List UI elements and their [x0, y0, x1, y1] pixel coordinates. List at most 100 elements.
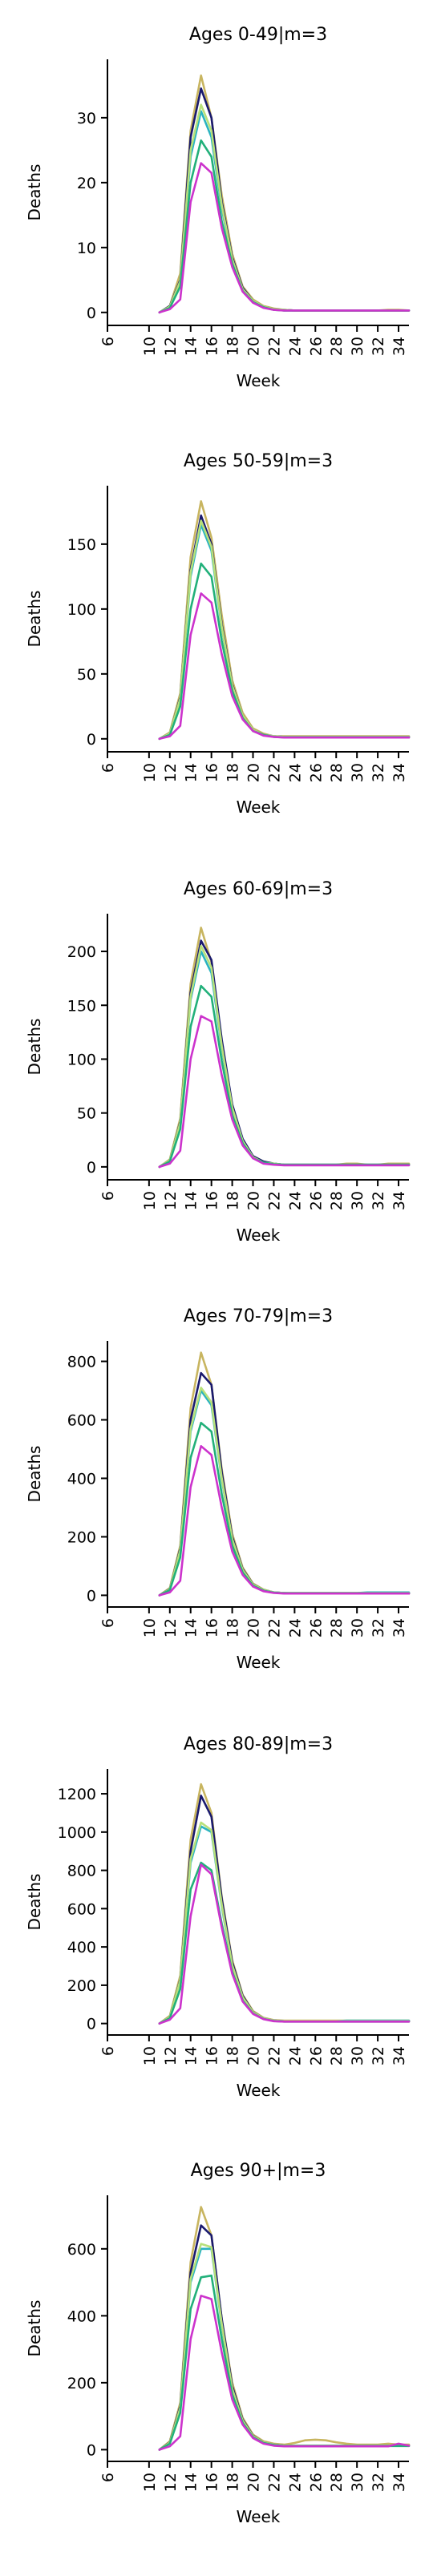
series-line-6	[158, 1445, 411, 1597]
y-tick-label: 150	[67, 997, 96, 1015]
x-tick-label: 34	[391, 1618, 408, 1637]
x-tick-label: 6	[99, 763, 117, 773]
series-line-5	[158, 562, 411, 741]
x-tick-label: 16	[204, 2046, 221, 2065]
x-tick-label: 10	[141, 2046, 159, 2065]
y-tick-label: 0	[87, 305, 96, 322]
series-line-3	[158, 950, 411, 1169]
x-tick-label: 10	[141, 763, 159, 782]
y-tick-label: 100	[67, 1051, 96, 1068]
y-tick-label: 1200	[58, 1786, 96, 1803]
y-tick-label: 1000	[58, 1824, 96, 1842]
x-tick-label: 30	[349, 2473, 366, 2492]
y-tick-label: 0	[87, 1587, 96, 1605]
x-tick-label: 26	[307, 2473, 325, 2492]
x-axis-label: Week	[237, 371, 281, 390]
chart-title: Ages 50-59|m=3	[184, 451, 333, 471]
x-tick-label: 6	[99, 1191, 117, 1201]
x-tick-label: 16	[204, 2473, 221, 2492]
x-tick-label: 32	[370, 1618, 387, 1637]
x-tick-label: 26	[307, 337, 325, 356]
x-tick-label: 18	[225, 1191, 242, 1210]
x-tick-label: 20	[245, 2473, 263, 2492]
x-tick-label: 34	[391, 2473, 408, 2492]
x-tick-label: 14	[183, 2473, 200, 2492]
y-tick-label: 50	[77, 666, 96, 684]
y-axis-label: Deaths	[25, 1446, 44, 1503]
x-tick-label: 12	[162, 1618, 180, 1637]
x-tick-label: 24	[286, 2046, 304, 2065]
x-tick-label: 28	[328, 1618, 346, 1637]
x-tick-label: 20	[245, 1618, 263, 1637]
x-tick-label: 30	[349, 1191, 366, 1210]
x-tick-label: 24	[286, 1191, 304, 1210]
series-line-3	[158, 2247, 411, 2451]
series-line-2	[158, 1795, 411, 2025]
series-line-5	[158, 2274, 411, 2451]
chart-panel-4: Ages 70-79|m=3 0 200 400 600 800 6 10 12 14 16 18 20…	[25, 1306, 411, 1672]
x-axis-label: Week	[237, 1653, 281, 1672]
y-tick-label: 50	[77, 1105, 96, 1123]
chart-title: Ages 0-49|m=3	[189, 25, 327, 45]
y-tick-label: 600	[67, 2241, 96, 2259]
chart-panel-2: Ages 50-59|m=3 0 50 100 150 6 10 12 14 16 18 20 22 24…	[25, 451, 411, 817]
x-tick-label: 6	[99, 2046, 117, 2056]
x-tick-label: 10	[141, 1618, 159, 1637]
x-tick-label: 22	[265, 337, 283, 356]
x-tick-label: 32	[370, 2046, 387, 2065]
x-tick-label: 14	[183, 1191, 200, 1210]
y-tick-label: 400	[67, 1470, 96, 1488]
y-axis-label: Deaths	[25, 1874, 44, 1931]
x-tick-label: 24	[286, 763, 304, 782]
chart-title: Ages 60-69|m=3	[184, 879, 333, 899]
x-tick-label: 22	[265, 2046, 283, 2065]
y-tick-label: 400	[67, 1939, 96, 1956]
x-tick-label: 12	[162, 2046, 180, 2065]
x-tick-label: 6	[99, 1618, 117, 1628]
x-tick-label: 20	[245, 337, 263, 356]
x-tick-label: 26	[307, 763, 325, 782]
series-line-4	[158, 1387, 411, 1597]
chart-title: Ages 80-89|m=3	[184, 1734, 333, 1754]
x-tick-label: 14	[183, 1618, 200, 1637]
x-tick-label: 10	[141, 1191, 159, 1210]
y-tick-label: 0	[87, 1159, 96, 1177]
y-tick-label: 10	[77, 240, 96, 257]
y-tick-label: 0	[87, 2016, 96, 2033]
y-tick-label: 400	[67, 2307, 96, 2325]
x-tick-label: 28	[328, 2473, 346, 2492]
x-tick-label: 34	[391, 1191, 408, 1210]
x-tick-label: 20	[245, 1191, 263, 1210]
x-tick-label: 22	[265, 2473, 283, 2492]
x-tick-label: 24	[286, 1618, 304, 1637]
y-tick-label: 100	[67, 601, 96, 619]
x-tick-label: 10	[141, 337, 159, 356]
y-tick-label: 600	[67, 1412, 96, 1430]
x-tick-label: 32	[370, 337, 387, 356]
series-line-3	[158, 1825, 411, 2025]
x-tick-label: 12	[162, 337, 180, 356]
series-line-5	[158, 139, 411, 314]
x-tick-label: 16	[204, 1618, 221, 1637]
x-tick-label: 20	[245, 763, 263, 782]
x-tick-label: 10	[141, 2473, 159, 2492]
x-tick-label: 24	[286, 2473, 304, 2492]
series-line-5	[158, 1421, 411, 1597]
x-tick-label: 12	[162, 1191, 180, 1210]
series-line-3	[158, 1389, 411, 1597]
x-tick-label: 34	[391, 763, 408, 782]
x-tick-label: 12	[162, 2473, 180, 2492]
chart-panel-5: Ages 80-89|m=3 0 200 400 600 800 1000 1200 6 10 12…	[25, 1734, 411, 2100]
series-line-6	[158, 1015, 411, 1169]
y-tick-label: 20	[77, 175, 96, 192]
x-tick-label: 16	[204, 1191, 221, 1210]
x-tick-label: 32	[370, 1191, 387, 1210]
x-tick-label: 28	[328, 337, 346, 356]
y-axis-label: Deaths	[25, 164, 44, 221]
x-tick-label: 16	[204, 337, 221, 356]
x-tick-label: 30	[349, 2046, 366, 2065]
x-tick-label: 18	[225, 2046, 242, 2065]
x-tick-label: 28	[328, 1191, 346, 1210]
y-tick-label: 600	[67, 1900, 96, 1918]
